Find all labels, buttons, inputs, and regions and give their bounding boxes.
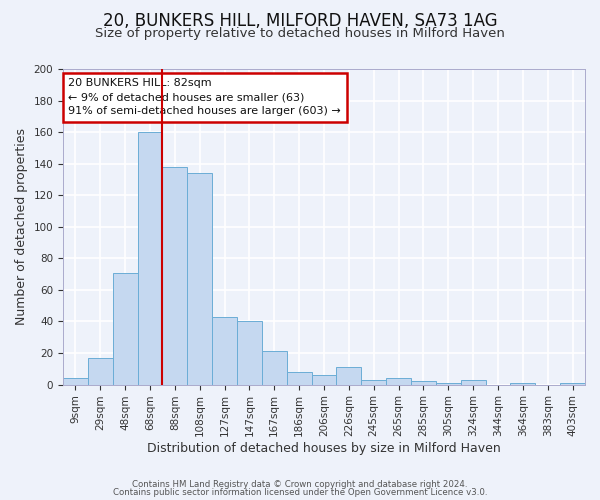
Bar [113, 272, 137, 384]
Bar [411, 382, 436, 384]
Bar [386, 378, 411, 384]
Bar [311, 375, 337, 384]
Bar [436, 383, 461, 384]
Bar [262, 352, 287, 384]
Text: Size of property relative to detached houses in Milford Haven: Size of property relative to detached ho… [95, 28, 505, 40]
Bar [63, 378, 88, 384]
Bar [237, 322, 262, 384]
Bar [337, 367, 361, 384]
Y-axis label: Number of detached properties: Number of detached properties [15, 128, 28, 326]
Text: 20 BUNKERS HILL: 82sqm
← 9% of detached houses are smaller (63)
91% of semi-deta: 20 BUNKERS HILL: 82sqm ← 9% of detached … [68, 78, 341, 116]
Text: 20, BUNKERS HILL, MILFORD HAVEN, SA73 1AG: 20, BUNKERS HILL, MILFORD HAVEN, SA73 1A… [103, 12, 497, 30]
Bar [187, 173, 212, 384]
Text: Contains HM Land Registry data © Crown copyright and database right 2024.: Contains HM Land Registry data © Crown c… [132, 480, 468, 489]
Bar [461, 380, 485, 384]
Bar [212, 316, 237, 384]
Bar [511, 383, 535, 384]
Bar [163, 167, 187, 384]
Bar [88, 358, 113, 384]
Bar [361, 380, 386, 384]
Bar [137, 132, 163, 384]
Text: Contains public sector information licensed under the Open Government Licence v3: Contains public sector information licen… [113, 488, 487, 497]
Bar [287, 372, 311, 384]
Bar [560, 383, 585, 384]
X-axis label: Distribution of detached houses by size in Milford Haven: Distribution of detached houses by size … [147, 442, 501, 455]
